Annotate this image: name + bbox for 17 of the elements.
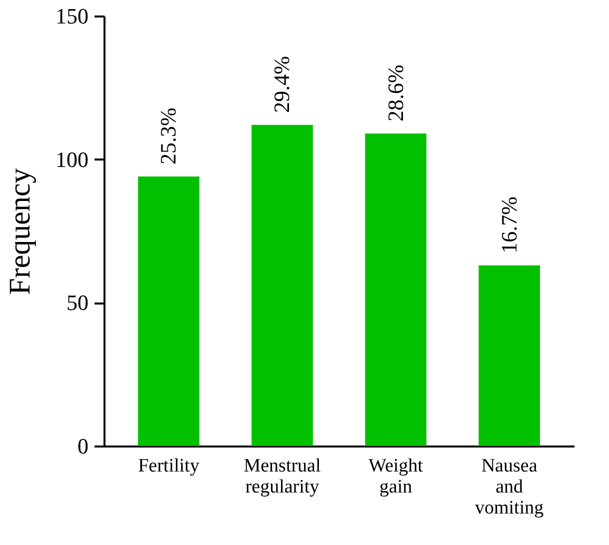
annotation: 29.4%: [269, 56, 294, 113]
x-tick-label: Nausea and vomiting: [474, 456, 544, 518]
bar: [252, 124, 313, 446]
x-tick-label: Weight gain: [368, 456, 424, 498]
annotation: 25.3%: [156, 108, 181, 165]
bar: [365, 134, 426, 446]
y-axis-title: Frequency: [4, 168, 36, 295]
bar: [138, 176, 200, 446]
x-tick-label: Fertility: [138, 456, 200, 476]
bar: [478, 265, 540, 446]
y-tick-label: 100: [56, 146, 88, 172]
annotation: 28.6%: [382, 64, 408, 122]
y-tick-label: 0: [78, 434, 88, 458]
annotation: 16.7%: [496, 196, 522, 254]
y-tick-label: 150: [56, 4, 88, 28]
y-tick-label: 50: [66, 290, 88, 316]
x-tick-label: Menstrual regularity: [244, 456, 321, 498]
